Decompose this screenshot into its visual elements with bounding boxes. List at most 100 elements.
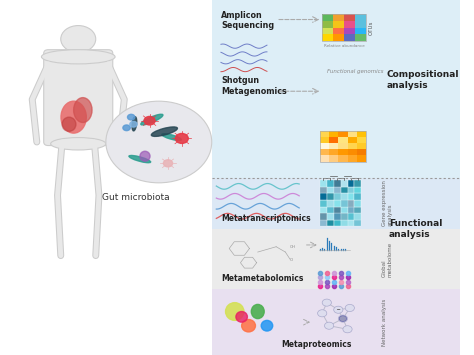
Point <box>316 283 324 289</box>
FancyBboxPatch shape <box>355 200 361 207</box>
FancyBboxPatch shape <box>355 14 366 21</box>
FancyBboxPatch shape <box>341 213 347 220</box>
Point <box>330 270 337 276</box>
Point <box>337 279 345 284</box>
FancyBboxPatch shape <box>347 200 355 207</box>
FancyBboxPatch shape <box>322 14 333 21</box>
FancyBboxPatch shape <box>327 187 334 193</box>
FancyBboxPatch shape <box>347 207 355 213</box>
FancyBboxPatch shape <box>334 187 341 193</box>
Point <box>330 283 337 289</box>
FancyBboxPatch shape <box>347 137 357 143</box>
Text: Gene expression
analysis: Gene expression analysis <box>382 180 393 226</box>
Ellipse shape <box>132 117 137 131</box>
FancyBboxPatch shape <box>344 27 355 34</box>
Text: Metatranscriptomics: Metatranscriptomics <box>221 214 310 223</box>
Ellipse shape <box>73 98 92 122</box>
FancyBboxPatch shape <box>357 143 366 149</box>
FancyBboxPatch shape <box>334 193 341 200</box>
Text: Functional genomics: Functional genomics <box>327 69 383 74</box>
FancyBboxPatch shape <box>347 155 357 162</box>
Point <box>323 283 330 289</box>
Text: OTUs: OTUs <box>369 20 374 35</box>
FancyBboxPatch shape <box>320 149 329 155</box>
FancyBboxPatch shape <box>333 27 344 34</box>
Ellipse shape <box>261 320 273 331</box>
Ellipse shape <box>242 320 255 332</box>
Text: Gut microbiota: Gut microbiota <box>102 193 170 202</box>
FancyBboxPatch shape <box>344 14 355 21</box>
FancyBboxPatch shape <box>212 0 460 178</box>
FancyBboxPatch shape <box>334 220 341 226</box>
FancyBboxPatch shape <box>338 137 347 143</box>
Text: O: O <box>290 258 293 262</box>
Point <box>316 279 324 284</box>
Text: Global
metabolome: Global metabolome <box>382 242 393 277</box>
FancyBboxPatch shape <box>329 143 338 149</box>
Point <box>344 283 351 289</box>
FancyBboxPatch shape <box>357 137 366 143</box>
FancyBboxPatch shape <box>341 200 347 207</box>
FancyBboxPatch shape <box>344 34 355 41</box>
Point <box>344 274 351 280</box>
FancyBboxPatch shape <box>329 155 338 162</box>
FancyBboxPatch shape <box>355 27 366 34</box>
FancyBboxPatch shape <box>355 207 361 213</box>
Circle shape <box>130 121 137 127</box>
Text: Shotgun
Metagenomics: Shotgun Metagenomics <box>221 76 287 96</box>
Ellipse shape <box>151 127 177 136</box>
FancyBboxPatch shape <box>344 21 355 27</box>
Circle shape <box>339 316 346 322</box>
Text: Compositional
analysis: Compositional analysis <box>387 70 459 89</box>
FancyBboxPatch shape <box>347 193 355 200</box>
FancyBboxPatch shape <box>333 14 344 21</box>
FancyBboxPatch shape <box>333 34 344 41</box>
Point <box>323 274 330 280</box>
FancyBboxPatch shape <box>334 207 341 213</box>
Ellipse shape <box>51 137 106 150</box>
FancyBboxPatch shape <box>212 178 460 229</box>
FancyBboxPatch shape <box>73 44 84 55</box>
FancyBboxPatch shape <box>327 220 334 226</box>
Circle shape <box>144 116 155 125</box>
FancyBboxPatch shape <box>329 137 338 143</box>
FancyBboxPatch shape <box>320 207 327 213</box>
Text: Amplicon
Sequencing: Amplicon Sequencing <box>221 11 274 30</box>
FancyBboxPatch shape <box>44 50 113 146</box>
Circle shape <box>334 306 343 313</box>
Circle shape <box>128 114 135 120</box>
Point <box>316 274 324 280</box>
FancyBboxPatch shape <box>341 180 347 187</box>
FancyBboxPatch shape <box>327 193 334 200</box>
FancyBboxPatch shape <box>341 220 347 226</box>
FancyBboxPatch shape <box>355 21 366 27</box>
FancyBboxPatch shape <box>327 207 334 213</box>
FancyBboxPatch shape <box>338 131 347 137</box>
FancyBboxPatch shape <box>333 21 344 27</box>
Ellipse shape <box>129 155 151 163</box>
FancyBboxPatch shape <box>334 213 341 220</box>
FancyBboxPatch shape <box>329 131 338 137</box>
Point <box>337 270 345 276</box>
FancyBboxPatch shape <box>320 187 327 193</box>
Point <box>323 270 330 276</box>
FancyBboxPatch shape <box>320 193 327 200</box>
Point <box>316 270 324 276</box>
Point <box>323 279 330 284</box>
FancyBboxPatch shape <box>357 131 366 137</box>
Circle shape <box>318 310 327 317</box>
Circle shape <box>175 133 188 143</box>
FancyBboxPatch shape <box>355 220 361 226</box>
FancyBboxPatch shape <box>357 149 366 155</box>
FancyBboxPatch shape <box>327 200 334 207</box>
FancyBboxPatch shape <box>320 200 327 207</box>
FancyBboxPatch shape <box>338 149 347 155</box>
FancyBboxPatch shape <box>327 180 334 187</box>
Point <box>337 283 345 289</box>
Circle shape <box>338 315 347 322</box>
FancyBboxPatch shape <box>334 180 341 187</box>
FancyBboxPatch shape <box>320 131 329 137</box>
Circle shape <box>61 26 96 53</box>
FancyBboxPatch shape <box>322 21 333 27</box>
FancyBboxPatch shape <box>347 143 357 149</box>
